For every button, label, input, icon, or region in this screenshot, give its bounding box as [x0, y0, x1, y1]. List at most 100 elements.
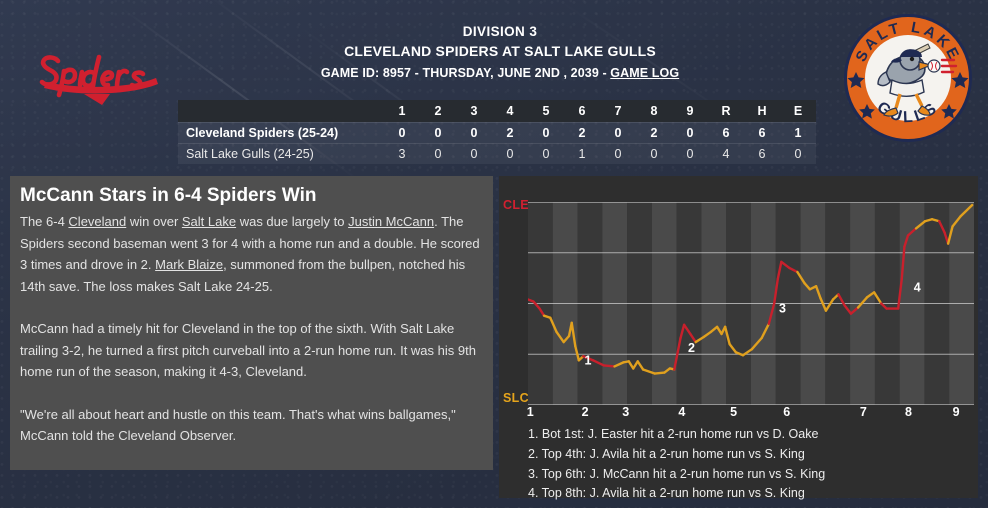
inning-score: 0: [600, 121, 636, 143]
wp-segment: [880, 302, 888, 310]
boxscore-col-4: 4: [492, 100, 528, 122]
article-paragraph-2: McCann had a timely hit for Cleveland in…: [20, 321, 476, 379]
boxscore-col-7: 7: [600, 100, 636, 122]
game-id-text: GAME ID: 8957 - THURSDAY, JUNE 2ND , 203…: [320, 66, 611, 80]
inning-score: 0: [672, 121, 708, 143]
article-text: The 6-4: [20, 214, 69, 229]
inning-score: 0: [456, 121, 492, 143]
chart-annotation-4: 4: [914, 280, 921, 294]
scoring-events-list: 1. Bot 1st: J. Easter hit a 2-run home r…: [528, 425, 968, 504]
wp-segment: [923, 218, 934, 223]
inning-score: 0: [492, 142, 528, 164]
wp-segment: [750, 336, 763, 351]
wp-segment: [837, 293, 846, 307]
wp-segment: [819, 297, 828, 312]
win-probability-plot[interactable]: 1 2 3 4: [528, 202, 974, 405]
article-text: , summoned from the bullpen, notched his…: [20, 257, 466, 294]
article-text: was due largely to: [236, 214, 349, 229]
x-tick-9: 9: [952, 405, 960, 419]
wp-segment: [903, 234, 910, 248]
scoring-event-4: 4. Top 8th: J. Avila hit a 2-run home ru…: [528, 486, 805, 501]
article-paragraph-3: "We're all about heart and hustle on thi…: [20, 406, 456, 444]
x-axis-ticks: 1 2 3 4 5 6 7 8 9: [526, 405, 974, 423]
wp-segment: [632, 360, 639, 370]
article-link[interactable]: Salt Lake: [181, 214, 237, 229]
x-tick-4: 4: [678, 405, 686, 419]
wp-segment: [591, 359, 606, 367]
wp-segment: [562, 334, 571, 344]
boxscore-col-3: 3: [456, 100, 492, 122]
article-text: win over: [126, 214, 182, 229]
article-link[interactable]: Cleveland: [68, 214, 127, 229]
team-name[interactable]: Cleveland Spiders (25-24): [178, 121, 384, 143]
article-link[interactable]: Mark Blaize: [155, 257, 224, 272]
boxscore-col-hits: H: [744, 100, 780, 122]
boxscore-col-5: 5: [528, 100, 564, 122]
boxscore-header-row: 1 2 3 4 5 6 7 8 9 R H E: [178, 100, 816, 122]
wp-segment: [574, 344, 581, 362]
header-titles: DIVISION 3 CLEVELAND SPIDERS AT SALT LAK…: [240, 22, 760, 84]
x-tick-2: 2: [581, 405, 589, 419]
chart-annotation-1: 1: [585, 353, 592, 367]
wp-segment: [582, 355, 595, 362]
wp-segment: [772, 277, 779, 305]
wp-segment: [865, 291, 876, 299]
wp-segment: [872, 291, 883, 305]
inning-score: 0: [420, 142, 456, 164]
wp-segment: [760, 322, 771, 340]
boxscore-col-team: [178, 100, 384, 122]
cleveland-spiders-wordmark[interactable]: [24, 44, 174, 106]
wp-segment: [636, 360, 645, 371]
wp-segment: [613, 361, 625, 368]
boxscore-col-runs: R: [708, 100, 744, 122]
win-probability-chart-panel: CLE SLC 1 2 3 4 1 2 3 4 5 6 7 8 9 1. Bot 1st: J. Ea…: [499, 176, 978, 500]
wp-segment: [914, 220, 927, 230]
inning-score: 0: [456, 142, 492, 164]
inning-score: 3: [384, 142, 420, 164]
gull-mascot-illustration: [877, 43, 958, 117]
salt-lake-gulls-logo[interactable]: SALT LAKE GULLS: [842, 12, 974, 144]
boxscore: 1 2 3 4 5 6 7 8 9 R H E: [178, 100, 816, 164]
game-log-link[interactable]: GAME LOG: [610, 66, 680, 80]
wp-segment: [814, 285, 822, 300]
wp-segment: [570, 321, 577, 348]
wp-segment: [849, 306, 860, 315]
x-tick-7: 7: [859, 405, 867, 419]
total-errors: 1: [780, 121, 816, 143]
inning-score: 0: [672, 142, 708, 164]
wp-segment: [796, 270, 806, 285]
wp-segment: [946, 225, 954, 245]
wp-segment: [776, 260, 783, 281]
boxscore-row-away[interactable]: Cleveland Spiders (25-24) 0 0 0 2 0 2 0 …: [178, 121, 816, 143]
team-name[interactable]: Salt Lake Gulls (24-25): [178, 142, 384, 164]
wp-segment: [951, 215, 962, 228]
wp-segment: [702, 330, 713, 339]
wp-segment: [959, 203, 974, 218]
x-tick-6: 6: [783, 405, 791, 419]
total-runs: 4: [708, 142, 744, 164]
inning-score: 0: [384, 121, 420, 143]
wp-segment: [900, 245, 906, 281]
total-errors: 0: [780, 142, 816, 164]
matchup-title: CLEVELAND SPIDERS AT SALT LAKE GULLS: [344, 43, 656, 59]
wp-segment: [627, 360, 635, 370]
x-tick-8: 8: [904, 405, 912, 419]
x-tick-1: 1: [526, 405, 534, 419]
total-hits: 6: [744, 121, 780, 143]
inning-score: 0: [528, 121, 564, 143]
article-link[interactable]: Justin McCann: [348, 214, 435, 229]
scoring-event-1: 1. Bot 1st: J. Easter hit a 2-run home r…: [528, 427, 819, 441]
wp-segment: [679, 323, 686, 340]
boxscore-row-home[interactable]: Salt Lake Gulls (24-25) 3 0 0 0 0 1 0 0 …: [178, 142, 816, 164]
wp-segment: [930, 218, 941, 223]
scoring-event-2: 2. Top 4th: J. Avila hit a 2-run home ru…: [528, 446, 805, 461]
wp-segment: [728, 342, 738, 354]
inning-score: 0: [636, 142, 672, 164]
inning-score: 2: [636, 121, 672, 143]
boxscore-col-9: 9: [672, 100, 708, 122]
wp-segment: [673, 336, 682, 371]
wp-segment: [843, 304, 853, 315]
boxscore-col-8: 8: [636, 100, 672, 122]
page-header: DIVISION 3 CLEVELAND SPIDERS AT SALT LAK…: [0, 0, 988, 168]
wp-segment: [723, 325, 731, 346]
